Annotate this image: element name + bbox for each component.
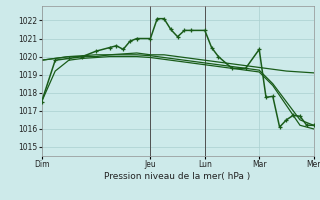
- X-axis label: Pression niveau de la mer( hPa ): Pression niveau de la mer( hPa ): [104, 172, 251, 181]
